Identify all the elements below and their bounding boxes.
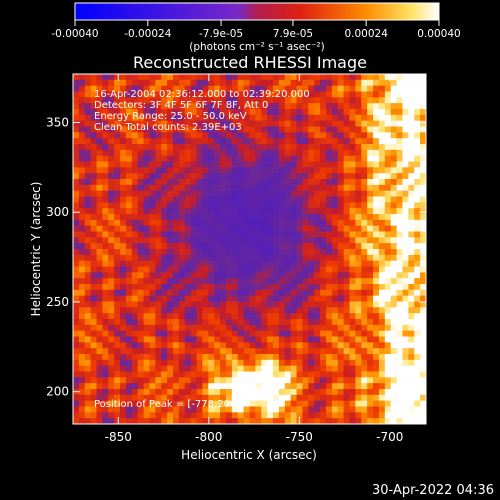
y-tick-label: 250	[46, 295, 69, 309]
colorbar-tick-label: -0.00024	[124, 28, 172, 40]
chart-title: Reconstructed RHESSI Image	[133, 53, 367, 72]
colorbar-ticks: -0.00040 -0.00024 -7.9e-05 7.9e-05 0.00024 0.…	[51, 20, 461, 40]
x-tick-label: -800	[195, 430, 222, 444]
colorbar-tick-label: -7.9e-05	[199, 28, 243, 40]
y-axis-label: Heliocentric Y (arcsec)	[29, 182, 43, 317]
colorbar-tick-label: 0.00040	[417, 28, 460, 40]
footer-timestamp: 30-Apr-2022 04:36	[372, 483, 494, 498]
annotation-line: Energy Range: 25.0 - 50.0 keV	[94, 111, 247, 122]
x-axis-label: Heliocentric X (arcsec)	[181, 448, 317, 462]
x-axis: -850 -800 -750 -700	[105, 74, 403, 444]
colorbar-units: (photons cm⁻² s⁻¹ asec⁻²)	[189, 41, 324, 53]
x-tick-label: -850	[105, 430, 132, 444]
y-tick-label: 350	[46, 115, 69, 129]
x-tick-label: -750	[286, 430, 313, 444]
heatmap-cells	[73, 74, 426, 424]
peak-position-label: Position of Peak = [-778,204]	[94, 399, 240, 410]
colorbar: -0.00040 -0.00024 -7.9e-05 7.9e-05 0.00024 0.…	[51, 2, 461, 53]
heatmap-image	[73, 74, 426, 424]
colorbar-tick-label: -0.00040	[51, 28, 98, 40]
x-tick-label: -700	[376, 430, 403, 444]
observation-annotations: 16-Apr-2004 02:36:12.000 to 02:39:20.000…	[94, 89, 310, 133]
y-tick-label: 300	[46, 205, 69, 219]
colorbar-tick-label: 0.00024	[344, 28, 388, 40]
annotation-line: Clean Total counts: 2.39E+03	[94, 122, 242, 133]
y-axis: 200 250 300 350	[46, 115, 426, 399]
colorbar-tick-label: 7.9e-05	[273, 28, 313, 40]
annotation-line: Detectors: 3F 4F 5F 6F 7F 8F, Att 0	[94, 100, 268, 111]
plot-frame	[72, 73, 427, 425]
y-tick-label: 200	[46, 385, 69, 399]
colorbar-gradient	[74, 2, 440, 21]
annotation-line: 16-Apr-2004 02:36:12.000 to 02:39:20.000	[94, 89, 310, 100]
